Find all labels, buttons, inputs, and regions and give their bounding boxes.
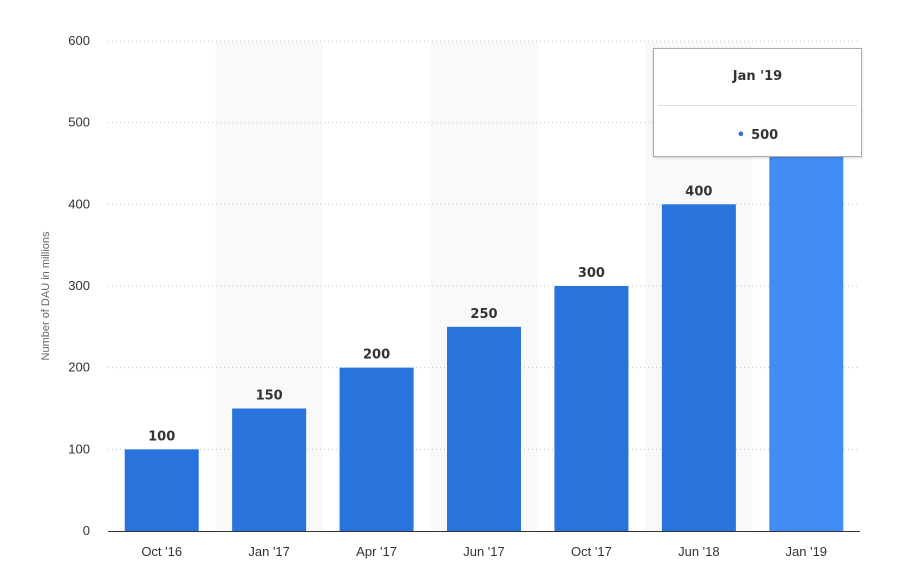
y-tick-label: 0 <box>83 523 90 538</box>
bar[interactable] <box>661 204 736 532</box>
y-axis-title: Number of DAU in millions <box>40 231 52 360</box>
x-tick-label: Jan '17 <box>248 544 290 559</box>
data-label: 100 <box>148 429 175 444</box>
bar[interactable] <box>769 122 844 532</box>
data-label: 300 <box>578 266 605 281</box>
tooltip-value: 500 <box>751 128 779 143</box>
bars <box>124 122 844 532</box>
x-tick-label: Apr '17 <box>356 544 397 559</box>
y-tick-label: 600 <box>68 33 90 48</box>
x-tick-label: Jun '18 <box>678 544 720 559</box>
x-tick-label: Oct '16 <box>141 544 182 559</box>
bar[interactable] <box>447 326 521 531</box>
y-axis-ticks: 0 100 200 300 400 500 600 <box>68 33 90 538</box>
y-tick-label: 200 <box>68 360 90 375</box>
tooltip-title: Jan '19 <box>732 69 783 84</box>
tooltip-divider <box>658 105 857 106</box>
x-tick-label: Jun '17 <box>463 544 505 559</box>
y-tick-label: 300 <box>68 278 90 293</box>
data-label: 400 <box>685 184 712 199</box>
tooltip: Jan '19 • 500 <box>653 48 862 157</box>
bar[interactable] <box>339 367 414 531</box>
data-label: 250 <box>470 307 497 322</box>
y-tick-label: 400 <box>68 196 90 211</box>
y-tick-label: 500 <box>68 115 90 130</box>
x-axis-ticks: Oct '16 Jan '17 Apr '17 Jun '17 Oct '17 Jun '… <box>141 544 827 559</box>
x-tick-label: Jan '19 <box>786 544 828 559</box>
bar[interactable] <box>554 286 629 531</box>
x-tick-label: Oct '17 <box>571 544 612 559</box>
bar[interactable] <box>124 449 199 531</box>
data-label: 200 <box>363 348 390 363</box>
tooltip-bullet: • <box>736 128 746 143</box>
data-label: 150 <box>256 389 283 404</box>
bar[interactable] <box>232 408 307 532</box>
tooltip-value-row: • 500 <box>654 128 861 143</box>
y-tick-label: 100 <box>68 441 90 456</box>
